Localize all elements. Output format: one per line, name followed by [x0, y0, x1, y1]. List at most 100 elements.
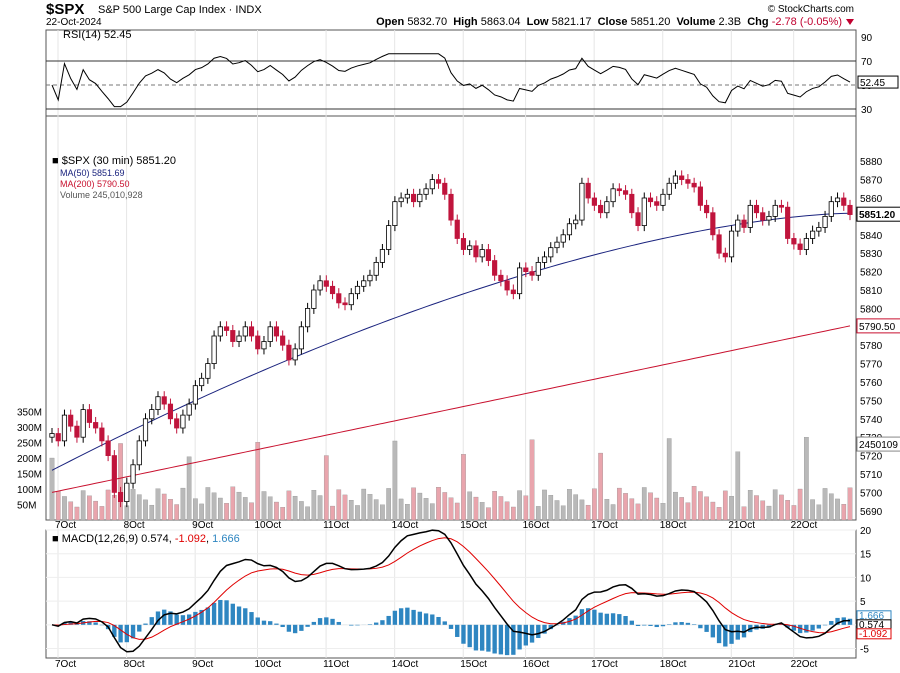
candle — [834, 197, 841, 203]
candle — [591, 197, 597, 206]
x-tick-label: 9Oct — [192, 659, 213, 670]
macd-histogram-bar — [374, 622, 379, 625]
macd-tick-label: 20 — [860, 526, 872, 537]
price-tick-label: 5820 — [860, 268, 883, 279]
candle — [149, 409, 155, 420]
candle — [485, 249, 491, 261]
macd-histogram-bar — [654, 624, 659, 628]
macd-histogram-bar — [810, 624, 815, 631]
candle — [766, 215, 772, 221]
macd-value-label: 1.666 — [859, 611, 884, 622]
macd-histogram-bar — [280, 624, 285, 628]
volume-bar — [616, 487, 622, 521]
volume-bar — [623, 493, 628, 521]
candle — [716, 234, 722, 254]
x-tick-label: 16Oct — [523, 520, 550, 531]
candle — [641, 197, 647, 227]
volume-bar — [330, 505, 335, 521]
candle — [124, 482, 130, 503]
macd-histogram-bar — [716, 624, 722, 644]
volume-bar — [698, 491, 703, 521]
x-tick-label: 11Oct — [323, 520, 349, 531]
volume-bar — [729, 495, 734, 521]
volume-bar — [735, 451, 741, 521]
price-tick-label: 5870 — [860, 176, 883, 187]
candle — [336, 293, 342, 304]
candle — [691, 182, 697, 188]
volume-tick-label: 50M — [17, 501, 36, 512]
ma200-value-label: 5790.50 — [859, 322, 896, 333]
volume-bar — [442, 492, 448, 521]
volume-tick-label: 250M — [17, 439, 42, 450]
candle — [155, 396, 161, 411]
macd-histogram-bar — [548, 624, 553, 630]
x-tick-label: 21Oct — [728, 659, 755, 670]
macd-legend: ■ MACD(12,26,9) 0.574, -1.092, 1.666 — [52, 533, 240, 545]
volume-bar — [598, 452, 603, 521]
macd-histogram-bar — [168, 611, 173, 625]
candle — [199, 377, 205, 387]
candle — [548, 247, 554, 258]
volume-bar — [274, 501, 279, 521]
volume-bar — [62, 496, 67, 521]
x-tick-label: 18Oct — [660, 659, 687, 670]
candle — [741, 219, 747, 228]
macd-value-label: -1.092 — [859, 629, 888, 640]
volume-bar — [704, 496, 709, 521]
volume-bar — [604, 499, 610, 521]
x-tick-label: 7Oct — [55, 520, 76, 531]
macd-histogram-bar — [305, 624, 310, 627]
macd-histogram-bar — [685, 622, 691, 625]
candle — [510, 289, 516, 295]
macd-histogram-bar — [492, 624, 497, 654]
macd-histogram-bar — [380, 620, 385, 625]
price-tick-label: 5780 — [860, 341, 883, 352]
rsi-tick-label: 90 — [861, 33, 873, 44]
volume-bar — [317, 495, 323, 521]
volume-bar — [816, 504, 822, 521]
macd-value-label: 0.574 — [859, 620, 884, 631]
macd-histogram-bar — [324, 617, 329, 625]
volume-bar — [523, 495, 529, 521]
candle — [117, 491, 124, 502]
volume-bar — [105, 489, 111, 521]
candle — [828, 201, 834, 217]
macd-histogram-bar — [211, 602, 217, 625]
candle — [273, 326, 280, 337]
ma200-line — [51, 325, 851, 493]
candle — [367, 274, 373, 282]
macd-histogram-bar — [698, 624, 703, 629]
candle — [822, 215, 828, 228]
x-tick-label: 14Oct — [392, 520, 419, 531]
macd-histogram-bar — [249, 612, 254, 625]
macd-histogram-bar — [573, 615, 578, 625]
candle — [635, 212, 641, 227]
volume-bar — [155, 488, 161, 521]
macd-histogram-bar — [673, 622, 678, 625]
volume-bar — [785, 500, 790, 521]
ma200-legend: MA(200) 5790.50 — [60, 179, 130, 189]
macd-histogram-bar — [486, 624, 491, 652]
volume-bar — [342, 494, 348, 521]
macd-histogram-bar — [405, 607, 410, 625]
candle — [261, 341, 267, 350]
macd-histogram-bar — [498, 624, 504, 655]
macd-histogram-bar — [442, 621, 447, 625]
candle — [579, 182, 585, 221]
volume-bar — [835, 498, 840, 521]
volume-bar — [673, 491, 678, 521]
candle — [685, 179, 691, 184]
candle — [361, 280, 367, 287]
x-tick-label: 14Oct — [392, 659, 419, 670]
macd-histogram-bar — [224, 600, 229, 625]
candle — [186, 403, 192, 416]
x-tick-label: 9Oct — [192, 520, 213, 531]
volume-bar — [87, 495, 92, 521]
volume-bar — [143, 499, 148, 521]
macd-histogram-bar — [436, 616, 441, 625]
candle — [255, 335, 261, 350]
volume-bar — [174, 504, 180, 521]
candle — [136, 440, 142, 466]
volume-bar — [548, 495, 554, 521]
volume-bar — [242, 497, 248, 521]
